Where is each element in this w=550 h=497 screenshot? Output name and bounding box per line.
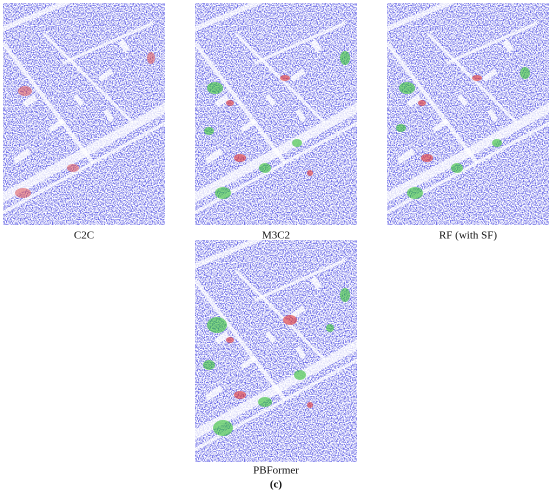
figure-label: (c)	[270, 479, 283, 491]
panel-image	[377, 0, 550, 225]
panel-image	[185, 220, 375, 462]
panel-image	[185, 0, 375, 225]
panel-label: PBFormer	[253, 465, 299, 477]
panel-label: RF (with SF)	[439, 230, 497, 242]
panel-label: C2C	[74, 230, 94, 242]
panel-image	[0, 0, 183, 225]
panel-label: M3C2	[262, 230, 290, 242]
